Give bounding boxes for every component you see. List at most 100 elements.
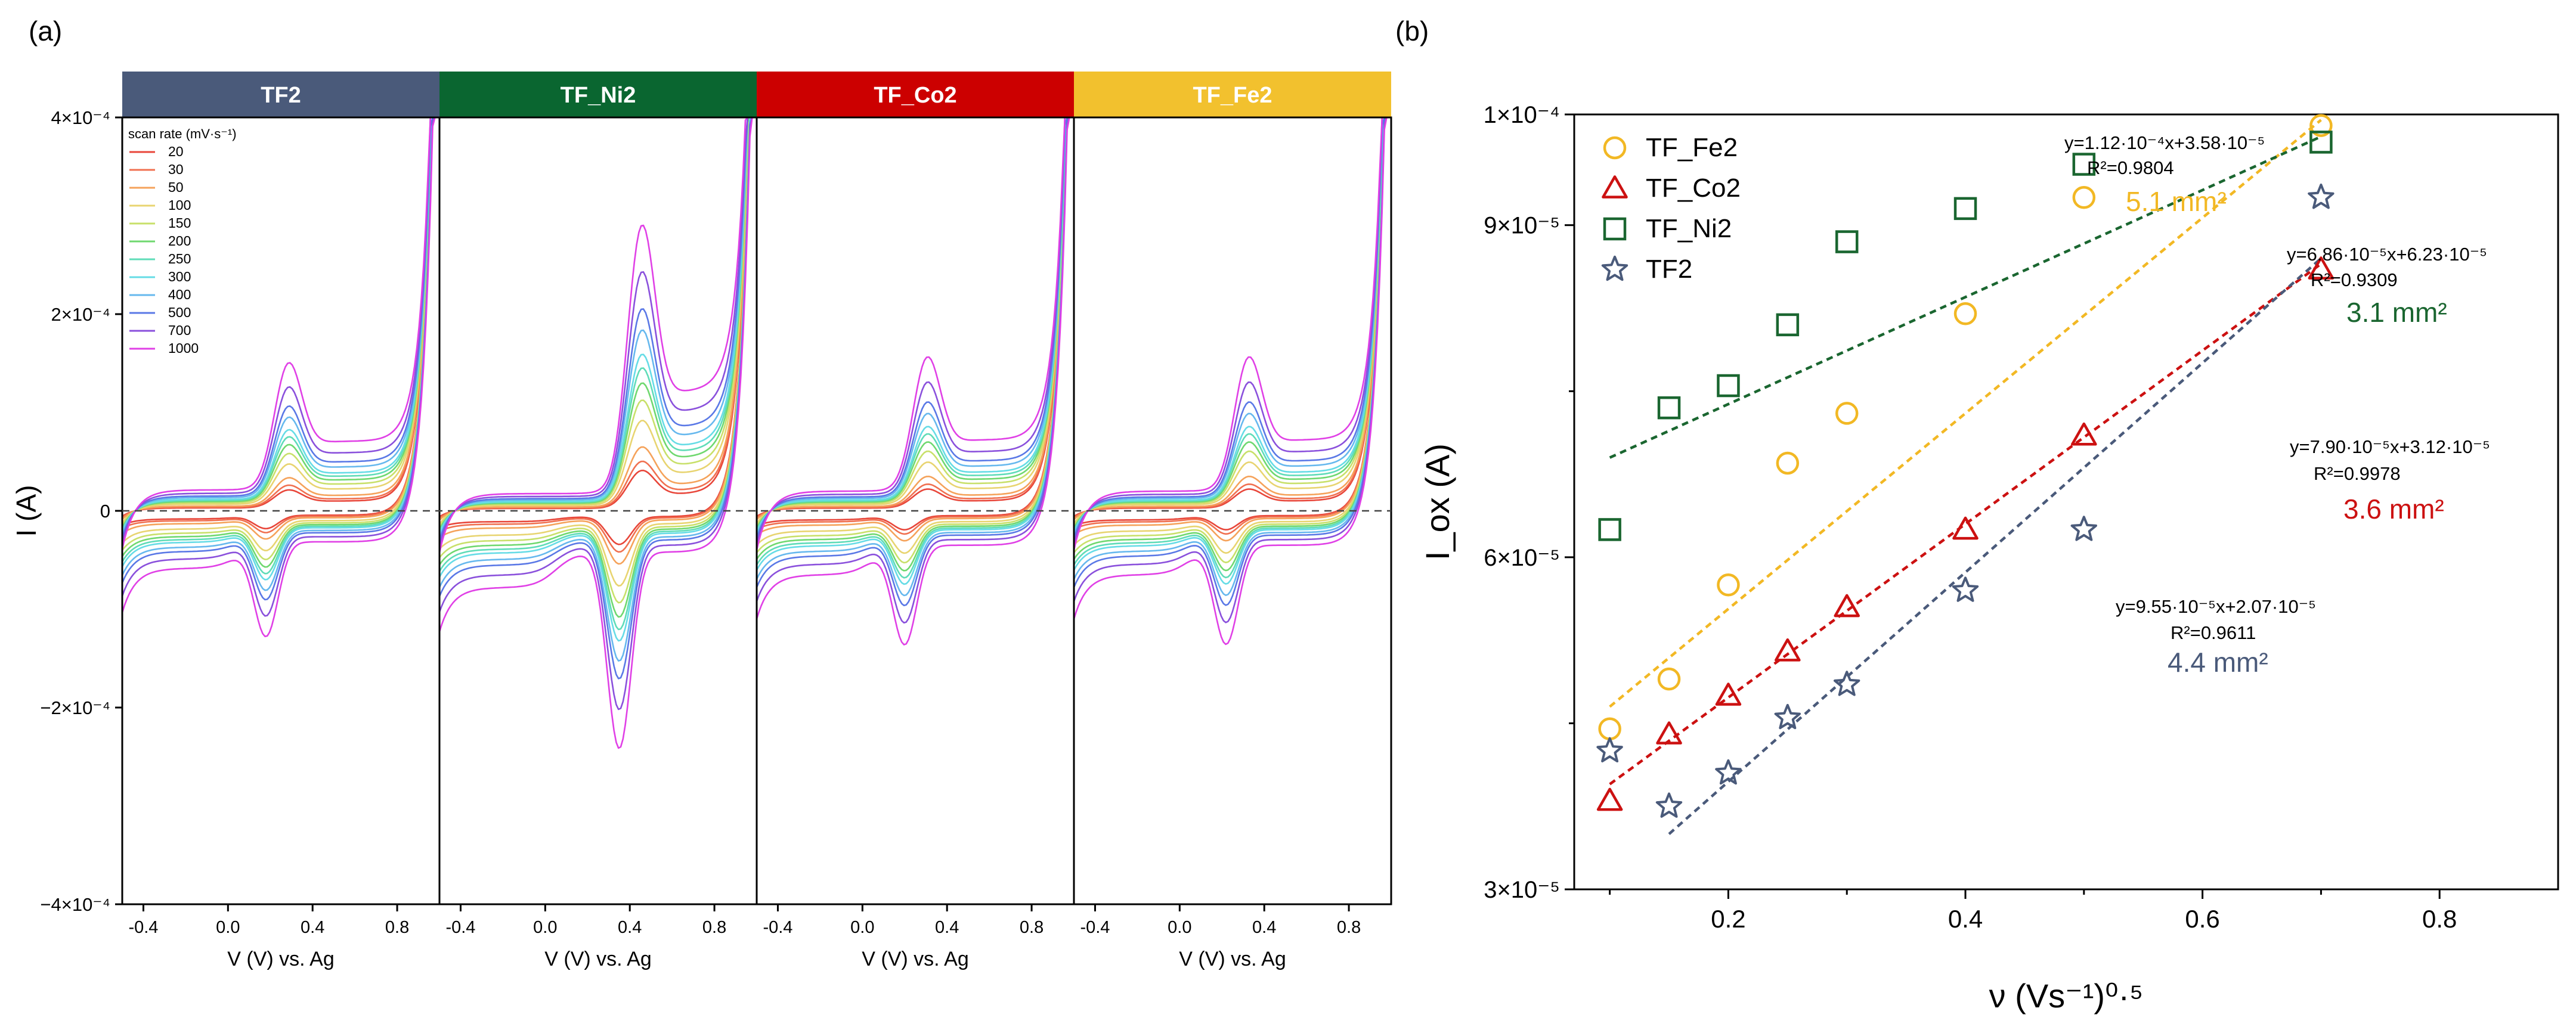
panel-a-y-axis-title: I (A) bbox=[11, 485, 42, 537]
cv-curve-100 bbox=[438, 116, 758, 587]
data-point-tf-fe2 bbox=[1776, 451, 1800, 475]
legend-label-1000: 1000 bbox=[168, 340, 199, 356]
fe2-area: 5.1 mm² bbox=[2126, 186, 2227, 217]
y-tick-label: 2×10⁻⁴ bbox=[51, 304, 110, 325]
x-tick-label: 0.4 bbox=[935, 918, 959, 937]
data-point-tf-ni2 bbox=[1657, 396, 1681, 420]
data-point-tf-co2 bbox=[1715, 683, 1742, 706]
x-tick-label: 0.2 bbox=[1711, 905, 1745, 933]
header-tf-fe2-label: TF_Fe2 bbox=[1193, 83, 1272, 108]
cv-panel-tf2 bbox=[121, 116, 441, 637]
x-tick-label: 0.8 bbox=[1337, 918, 1361, 937]
x-tick-label: 0.4 bbox=[1948, 905, 1983, 933]
x-tick-label: 0.0 bbox=[533, 918, 557, 937]
panel-b-legend: TF_Fe2 TF_Co2 TF_Ni2 TF2 bbox=[1601, 133, 1741, 284]
x-tick-label: 0.0 bbox=[850, 918, 874, 937]
co2-r2: R²=0.9978 bbox=[2314, 463, 2401, 484]
cv-curve-200 bbox=[1073, 116, 1392, 572]
legend-label-400: 400 bbox=[168, 287, 191, 302]
legend-label-tf2: TF2 bbox=[1646, 255, 1692, 284]
legend-marker-tf-fe2 bbox=[1603, 136, 1627, 160]
header-tf2-bar bbox=[122, 72, 439, 117]
x-tick-label: 0.8 bbox=[702, 918, 726, 937]
data-point-tf-co2 bbox=[1775, 638, 1801, 662]
tf2-area: 4.4 mm² bbox=[2168, 647, 2268, 678]
co2-area: 3.6 mm² bbox=[2343, 494, 2444, 525]
legend-label-tf-ni2: TF_Ni2 bbox=[1646, 214, 1732, 243]
cv-curve-400 bbox=[1073, 116, 1392, 596]
data-point-tf-ni2 bbox=[2309, 131, 2333, 154]
header-tf2-label: TF2 bbox=[261, 83, 301, 108]
scan-rate-legend: scan rate (mV·s⁻¹) 20 30 50 100 150 200 250 300… bbox=[128, 126, 237, 356]
x-tick-label: -0.4 bbox=[445, 918, 475, 937]
cv-curve-500 bbox=[756, 116, 1075, 607]
ni2-r2: R²=0.9309 bbox=[2311, 269, 2398, 290]
data-point-tf-ni2 bbox=[1953, 197, 1977, 221]
x-axis-title-tf2: V (V) vs. Ag bbox=[227, 948, 335, 970]
fe2-r2: R²=0.9804 bbox=[2087, 157, 2174, 178]
cv-curve-100 bbox=[756, 116, 1075, 554]
cv-curve-100 bbox=[1073, 116, 1392, 554]
y-tick-label: 0 bbox=[100, 501, 110, 522]
cv-curve-200 bbox=[756, 116, 1075, 572]
cv-curve-30 bbox=[438, 116, 758, 553]
data-point-tf-ni2 bbox=[1717, 374, 1740, 398]
y-tick-label: 4×10⁻⁴ bbox=[51, 107, 110, 128]
data-point-tf2 bbox=[1774, 703, 1801, 730]
x-tick-label: 0.4 bbox=[301, 918, 324, 937]
fe2-equation: y=1.12·10⁻⁴x+3.58·10⁻⁵ bbox=[2064, 132, 2265, 153]
data-point-tf-fe2 bbox=[1717, 573, 1740, 597]
data-point-tf2 bbox=[2308, 184, 2334, 209]
x-tick-label: 0.8 bbox=[2422, 905, 2457, 933]
cv-curve-400 bbox=[756, 116, 1075, 597]
legend-label-150: 150 bbox=[168, 215, 191, 231]
panel-b-x-axis-title: ν (Vs⁻¹)⁰·⁵ bbox=[1989, 977, 2144, 1015]
panel-b-y-axis-title: I_ox (A) bbox=[1419, 443, 1456, 560]
panel-a-cv-plots: TF2 TF_Ni2 TF_Co2 TF_Fe2 4× bbox=[11, 72, 1392, 970]
header-tf-fe2: TF_Fe2 bbox=[1074, 72, 1391, 117]
x-axis-title-tf-fe2: V (V) vs. Ag bbox=[1179, 948, 1286, 970]
x-tick-label: 0.8 bbox=[385, 918, 409, 937]
x-tick-label: 0.6 bbox=[2185, 905, 2219, 933]
legend-label-tf-fe2: TF_Fe2 bbox=[1646, 133, 1738, 162]
legend-label-20: 20 bbox=[168, 144, 184, 159]
panel-b-label: (b) bbox=[1395, 15, 1429, 46]
data-point-tf2 bbox=[1834, 671, 1860, 696]
legend-marker-tf2 bbox=[1601, 255, 1628, 281]
header-tf2: TF2 bbox=[122, 72, 439, 117]
x-tick-label: -0.4 bbox=[1080, 918, 1110, 937]
tf2-r2: R²=0.9611 bbox=[2171, 622, 2256, 643]
legend-label-200: 200 bbox=[168, 233, 191, 249]
panel-b-scatter: 0.2 0.4 0.6 0.8 3×10⁻⁵ 6×10⁻⁵ 9×10⁻⁵ 1×10⁻⁴ TF_… bbox=[1419, 102, 2559, 1015]
cv-curve-1000 bbox=[438, 116, 758, 749]
legend-label-50: 50 bbox=[168, 179, 184, 195]
co2-equation: y=7.90·10⁻⁵x+3.12·10⁻⁵ bbox=[2290, 436, 2490, 457]
data-point-tf-co2 bbox=[1952, 516, 1979, 540]
cv-curve-300 bbox=[756, 116, 1075, 585]
fit-line-tf-ni2 bbox=[1609, 135, 2322, 459]
data-point-tf-ni2 bbox=[2072, 153, 2096, 176]
data-point-tf-co2 bbox=[1834, 594, 1860, 618]
data-point-tf2 bbox=[1715, 759, 1742, 785]
x-tick-label: 0.0 bbox=[216, 918, 240, 937]
header-tf-ni2-label: TF_Ni2 bbox=[561, 83, 636, 108]
data-point-tf-fe2 bbox=[1953, 302, 1977, 325]
panel-a-frame bbox=[121, 116, 1392, 905]
ni2-area: 3.1 mm² bbox=[2346, 297, 2447, 328]
cv-panel-tf-ni2 bbox=[438, 116, 758, 749]
legend-label-30: 30 bbox=[168, 162, 184, 177]
header-tf-ni2-bar bbox=[439, 72, 757, 117]
y-tick-label: −2×10⁻⁴ bbox=[40, 697, 110, 718]
x-axis-title-tf-co2: V (V) vs. Ag bbox=[862, 948, 969, 970]
x-tick-label: 0.4 bbox=[618, 918, 642, 937]
data-point-tf-ni2 bbox=[1835, 230, 1859, 253]
fit-line-tf2 bbox=[1668, 257, 2322, 835]
y-tick-label: 3×10⁻⁵ bbox=[1484, 877, 1560, 903]
panel-a-x-ticks: -0.4 0.0 0.4 0.8 -0.4 0.0 0.4 0.8 -0.4 0.0 0.4 0.8 -… bbox=[128, 904, 1361, 937]
legend-label-700: 700 bbox=[168, 322, 191, 338]
data-point-tf-ni2 bbox=[1776, 313, 1800, 337]
panel-b-ticks: 0.2 0.4 0.6 0.8 3×10⁻⁵ 6×10⁻⁵ 9×10⁻⁵ 1×10⁻⁴ bbox=[1484, 102, 2457, 933]
cv-panel-tf-co2 bbox=[756, 116, 1075, 646]
data-point-tf2 bbox=[1952, 576, 1979, 602]
